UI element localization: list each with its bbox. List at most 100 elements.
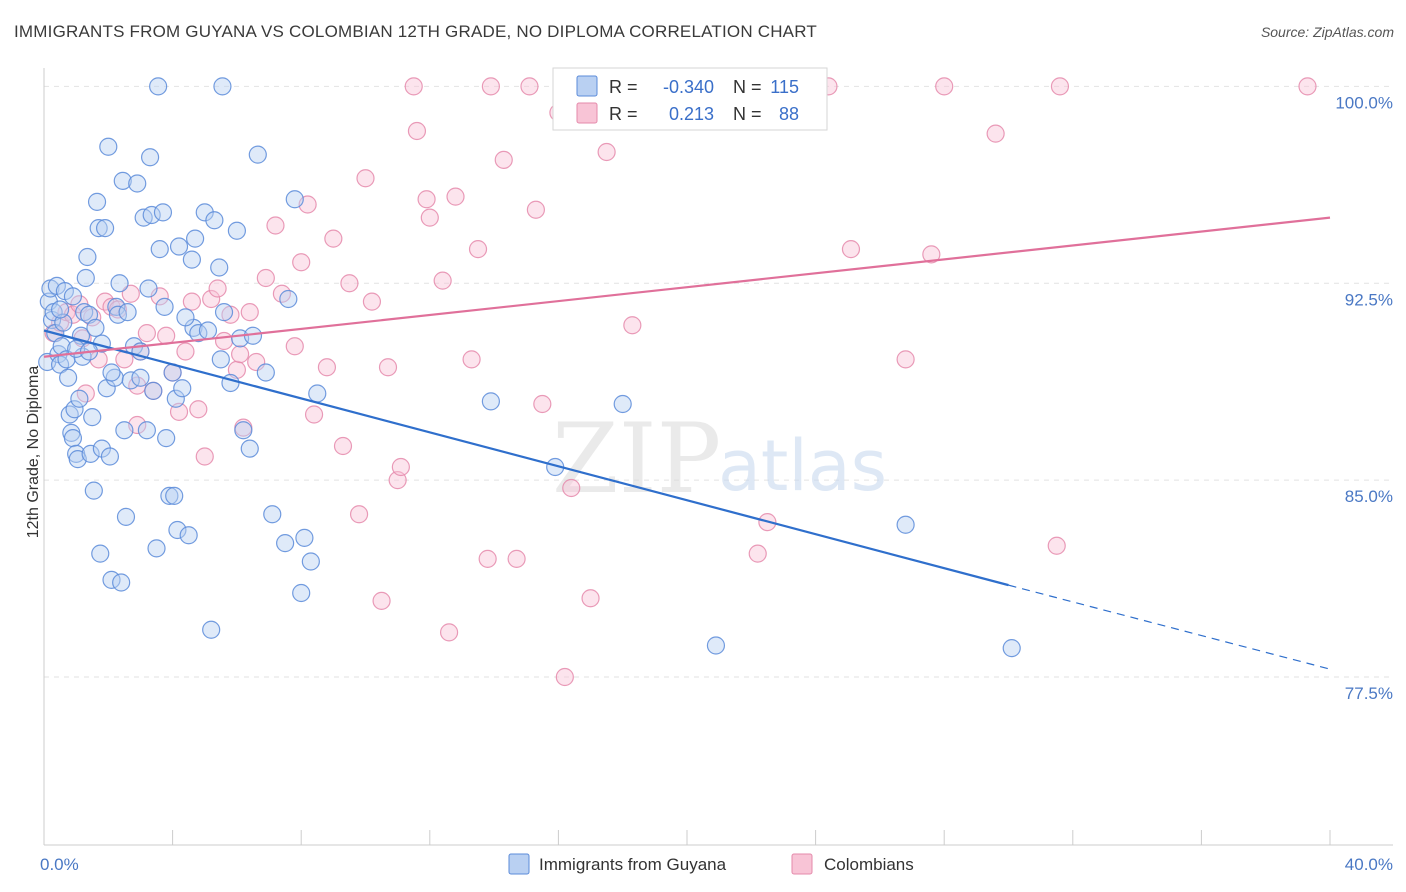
point-s1-53	[417, 190, 436, 209]
point-s0-74	[186, 229, 205, 248]
stats-r-value-colombians: 0.213	[669, 104, 714, 124]
point-s0-33	[91, 544, 110, 563]
point-s1-27	[214, 331, 234, 351]
point-s1-77	[841, 240, 861, 259]
point-s0-43	[110, 274, 129, 293]
point-s0-94	[285, 190, 304, 209]
point-s1-42	[333, 436, 353, 456]
point-s0-80	[210, 258, 229, 277]
point-s1-48	[378, 358, 398, 377]
point-s0-103	[896, 515, 915, 534]
trend-lines	[43, 216, 1331, 670]
stats-r-label-colombians: R =	[609, 104, 638, 124]
point-s0-14	[60, 405, 79, 424]
point-s1-81	[986, 124, 1005, 143]
trend-extension-s0	[1008, 584, 1331, 670]
point-s0-28	[83, 408, 102, 427]
point-s0-53	[137, 421, 156, 440]
point-s1-55	[433, 271, 452, 290]
point-s1-18	[157, 326, 176, 345]
point-s1-22	[182, 292, 201, 311]
legend-label-guyana: Immigrants from Guyana	[539, 855, 727, 874]
point-s1-41	[324, 229, 343, 248]
point-s1-59	[468, 240, 488, 259]
legend-label-colombians: Colombians	[824, 855, 914, 874]
point-s0-46	[115, 421, 134, 440]
point-s0-96	[295, 528, 314, 547]
point-s1-26	[208, 279, 227, 298]
stats-n-label-colombians: N =	[733, 104, 762, 124]
point-s1-87	[231, 345, 250, 364]
point-s0-101	[613, 394, 632, 414]
point-s0-99	[481, 392, 500, 411]
point-s0-77	[198, 321, 218, 340]
point-s1-34	[266, 216, 285, 235]
watermark-atlas: atlas	[718, 425, 887, 507]
y-tick-labels: 100.0% 92.5% 85.0% 77.5%	[1335, 93, 1393, 703]
point-s1-66	[533, 394, 552, 414]
point-s0-31	[87, 192, 107, 211]
point-s1-31	[240, 303, 259, 322]
stats-legend-box: R = -0.340 N = 115 R = 0.213 N = 88	[552, 67, 828, 131]
point-s1-47	[372, 591, 391, 610]
axes	[43, 68, 1393, 846]
point-s1-82	[1050, 77, 1070, 96]
point-s0-95	[292, 583, 311, 603]
point-s0-106	[50, 300, 70, 319]
point-s0-60	[150, 240, 169, 259]
point-s0-91	[263, 505, 282, 524]
point-s1-69	[562, 478, 581, 498]
point-s0-16	[63, 429, 83, 448]
point-s0-35	[95, 219, 115, 238]
stats-n-label-guyana: N =	[733, 77, 762, 97]
point-s0-38	[100, 447, 120, 466]
point-s0-87	[240, 439, 259, 458]
point-s0-70	[173, 379, 192, 398]
point-s1-61	[481, 77, 500, 96]
point-s0-98	[308, 384, 327, 403]
x-tick-label-0: 0.0%	[40, 855, 79, 874]
point-s0-81	[211, 350, 230, 369]
point-s1-25	[202, 289, 221, 309]
point-s0-90	[256, 363, 275, 382]
y-tick-label-2: 85.0%	[1345, 487, 1393, 506]
point-s1-52	[407, 121, 427, 141]
point-s0-32	[89, 219, 108, 238]
point-s1-15	[137, 324, 156, 343]
point-s0-109	[131, 368, 150, 387]
point-s1-51	[404, 77, 423, 96]
point-s0-17	[65, 400, 84, 419]
point-s0-20	[70, 389, 89, 408]
grid-lines	[44, 85, 1394, 678]
watermark-zip: ZIP	[552, 403, 721, 515]
point-s0-56	[142, 205, 161, 225]
point-s1-83	[1047, 536, 1066, 555]
point-s1-40	[317, 358, 337, 377]
point-s0-108	[118, 303, 137, 322]
point-s0-47	[116, 507, 136, 526]
point-s1-60	[478, 549, 497, 568]
stats-r-value-guyana: -0.340	[663, 77, 714, 97]
point-s1-62	[494, 150, 513, 169]
point-s0-79	[205, 211, 224, 230]
point-s0-29	[84, 481, 103, 500]
stats-swatch-guyana	[576, 75, 598, 97]
point-s0-69	[169, 237, 189, 256]
point-s1-39	[304, 405, 324, 424]
point-s1-24	[195, 447, 214, 466]
stats-r-label-guyana: R =	[609, 77, 638, 97]
point-s1-78	[896, 350, 915, 369]
point-s0-24	[76, 268, 95, 288]
point-s1-45	[356, 169, 375, 188]
y-tick-label-3: 77.5%	[1345, 684, 1393, 703]
point-s0-50	[128, 174, 147, 193]
point-s1-37	[292, 253, 311, 272]
stats-n-value-colombians: 88	[779, 104, 799, 124]
point-s1-72	[597, 142, 616, 162]
point-s0-86	[234, 421, 253, 440]
point-s0-72	[182, 250, 201, 269]
x-tick-labels: 0.0% 40.0%	[40, 855, 1393, 874]
point-s0-110	[63, 287, 83, 306]
point-s0-93	[279, 289, 298, 309]
y-tick-label-1: 92.5%	[1345, 290, 1393, 309]
